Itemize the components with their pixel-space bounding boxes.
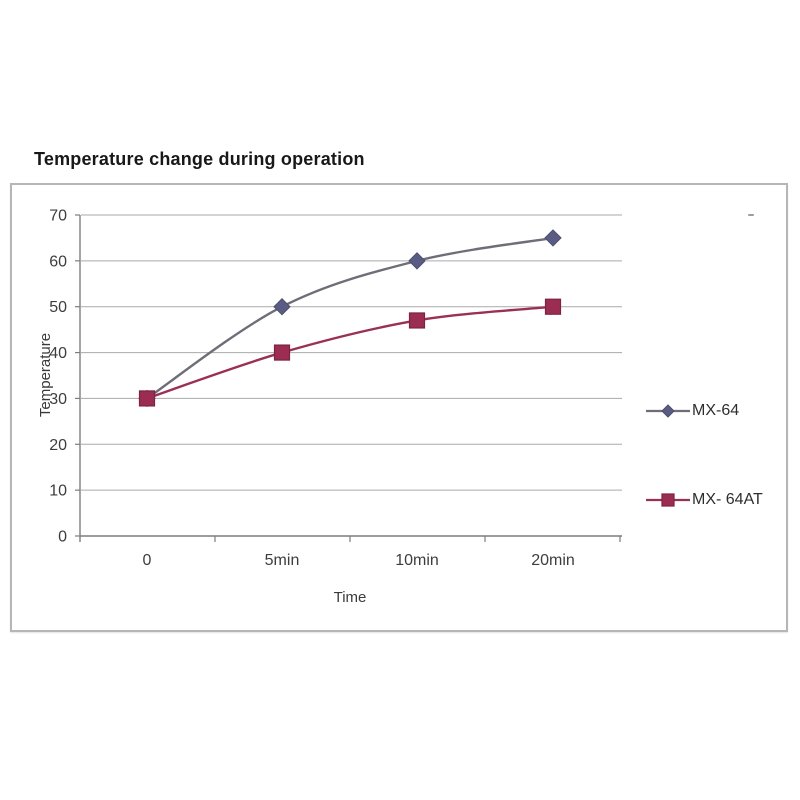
- y-tick-label: 0: [58, 529, 67, 546]
- y-tick-label: 70: [49, 208, 67, 225]
- series-line-diamond: [146, 236, 554, 400]
- y-tick-label: 50: [49, 299, 67, 316]
- y-tick-label: 30: [49, 391, 67, 408]
- data-point-diamond: [408, 252, 426, 270]
- x-tick-label: 10min: [395, 552, 439, 569]
- legend-label-mx64: MX-64: [692, 402, 740, 419]
- data-point-square: [273, 344, 291, 361]
- legend-marker-square: [646, 493, 690, 507]
- x-tick-label: 20min: [531, 552, 575, 569]
- y-axis-title: Temperature: [37, 332, 54, 418]
- data-point-diamond: [273, 298, 291, 316]
- legend-item-mx64at: MX- 64AT: [645, 489, 763, 511]
- data-point-square: [138, 390, 156, 407]
- y-tick-label: 60: [49, 253, 67, 270]
- data-point-square: [544, 298, 562, 315]
- series-line-square: [146, 305, 554, 400]
- legend-diamond-icon: [661, 404, 675, 418]
- y-tick-label: 20: [49, 437, 67, 454]
- x-tick-label: 0: [143, 552, 152, 569]
- legend-label-mx64at: MX- 64AT: [692, 491, 763, 508]
- artifact-dash: [748, 214, 754, 216]
- y-tick-label: 10: [49, 483, 67, 500]
- plot-svg: 0 10 20 30 40 50 60 70 0 5min 10min 20min: [49, 208, 622, 569]
- data-point-diamond: [544, 229, 562, 247]
- x-tick-label: 5min: [265, 552, 300, 569]
- legend-square-icon: [661, 493, 675, 507]
- chart-title: Temperature change during operation: [34, 149, 365, 169]
- y-tick-label: 40: [49, 345, 67, 362]
- x-axis-title: Time: [333, 589, 367, 606]
- chart-frame: 0 10 20 30 40 50 60 70 0 5min 10min 20min Temperatu…: [10, 183, 788, 632]
- legend-marker-diamond: [646, 404, 690, 418]
- legend-item-mx64: MX-64: [645, 400, 739, 422]
- data-point-square: [408, 312, 426, 329]
